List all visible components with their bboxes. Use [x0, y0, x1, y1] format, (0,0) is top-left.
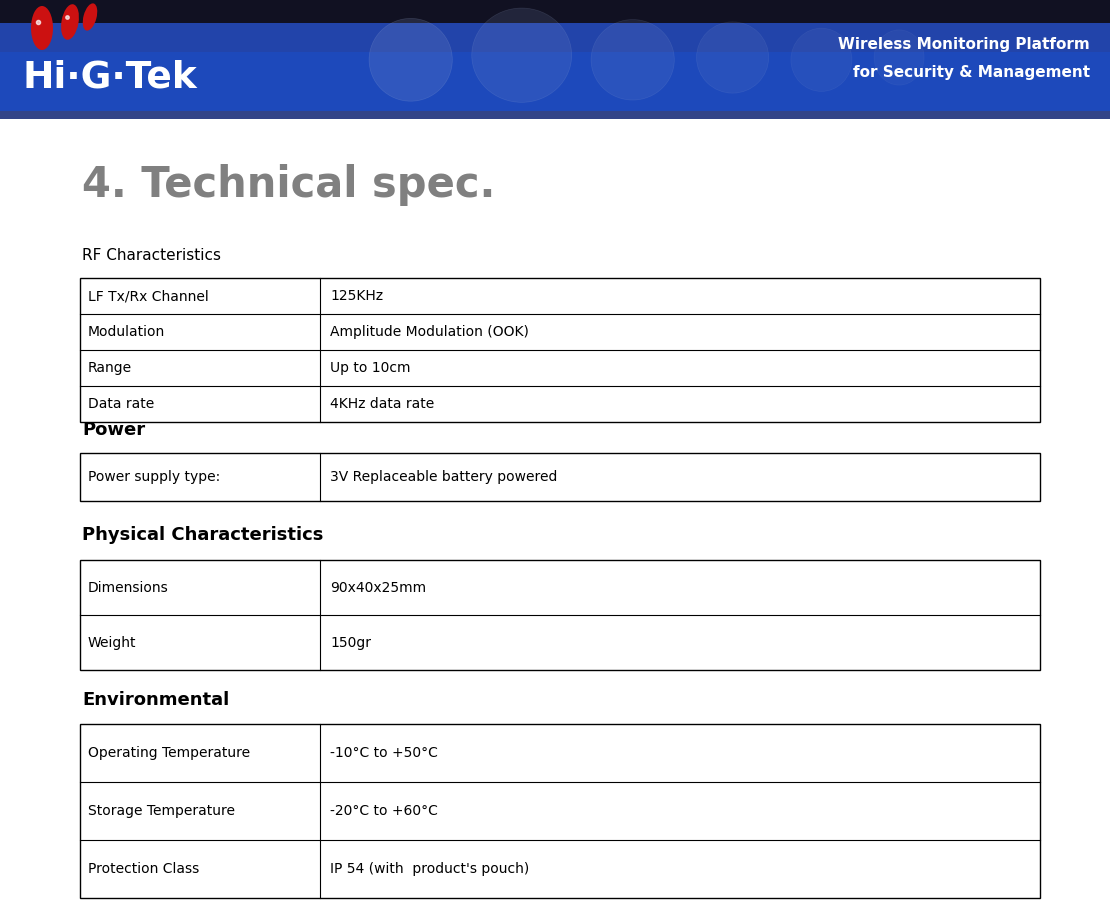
Ellipse shape [83, 4, 98, 31]
Text: Dimensions: Dimensions [88, 581, 169, 594]
Text: 90x40x25mm: 90x40x25mm [330, 581, 426, 594]
Text: -20°C to +60°C: -20°C to +60°C [330, 804, 437, 818]
Ellipse shape [61, 5, 79, 40]
Ellipse shape [472, 8, 572, 102]
Text: 125KHz: 125KHz [330, 289, 383, 303]
Ellipse shape [369, 18, 453, 101]
Text: 4. Technical spec.: 4. Technical spec. [82, 164, 495, 206]
Text: Weight: Weight [88, 635, 137, 650]
Text: -10°C to +50°C: -10°C to +50°C [330, 746, 437, 760]
Ellipse shape [790, 28, 852, 91]
Text: Range: Range [88, 361, 132, 375]
Text: 4KHz data rate: 4KHz data rate [330, 397, 434, 411]
Text: LF Tx/Rx Channel: LF Tx/Rx Channel [88, 289, 209, 303]
Bar [80, 560, 1040, 670]
Ellipse shape [875, 30, 924, 86]
Ellipse shape [697, 22, 769, 93]
Text: 150gr: 150gr [330, 635, 371, 650]
Bar [0, 111, 1110, 119]
Ellipse shape [31, 6, 53, 50]
Bar [0, 0, 1110, 23]
Bar [80, 278, 1040, 422]
Text: 3V Replaceable battery powered: 3V Replaceable battery powered [330, 470, 557, 484]
Text: Power: Power [82, 421, 145, 439]
Text: Storage Temperature: Storage Temperature [88, 804, 235, 818]
Ellipse shape [591, 19, 674, 100]
Text: Power supply type:: Power supply type: [88, 470, 220, 484]
Bar [80, 453, 1040, 501]
Text: Amplitude Modulation (OOK): Amplitude Modulation (OOK) [330, 325, 528, 339]
Text: Up to 10cm: Up to 10cm [330, 361, 411, 375]
Bar [80, 724, 1040, 898]
Text: Operating Temperature: Operating Temperature [88, 746, 250, 760]
Bar [0, 52, 1110, 115]
Text: for Security & Management: for Security & Management [852, 65, 1090, 79]
Text: Wireless Monitoring Platform: Wireless Monitoring Platform [838, 37, 1090, 53]
Text: Hi·G·Tek: Hi·G·Tek [22, 60, 196, 96]
Text: Physical Characteristics: Physical Characteristics [82, 526, 323, 544]
Text: Environmental: Environmental [82, 691, 230, 709]
Text: Protection Class: Protection Class [88, 862, 200, 876]
Text: Data rate: Data rate [88, 397, 154, 411]
Text: IP 54 (with  product's pouch): IP 54 (with product's pouch) [330, 862, 529, 876]
Text: Modulation: Modulation [88, 325, 165, 339]
Bar [0, 0, 1110, 115]
Text: RF Characteristics: RF Characteristics [82, 248, 221, 262]
